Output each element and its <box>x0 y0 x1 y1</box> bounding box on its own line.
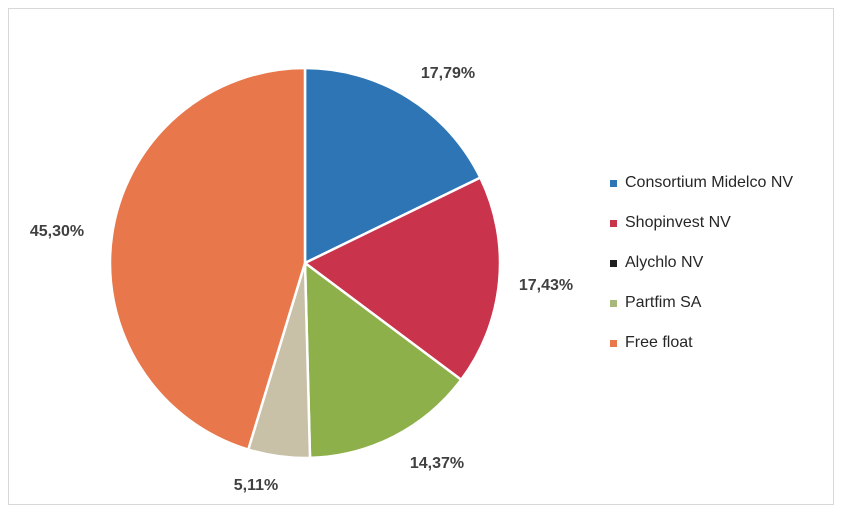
pie-slice-consortium-midelco-nv <box>303 66 483 265</box>
legend-item-shopinvest: Shopinvest NV <box>610 208 793 238</box>
slice-label-alychlo: 14,37% <box>410 455 464 472</box>
pie-slice-alychlo-nv <box>303 260 463 460</box>
slice-label-partfim: 5,11% <box>234 477 278 494</box>
legend-item-consortium-midelco: Consortium Midelco NV <box>610 168 793 198</box>
legend-label: Free float <box>625 334 693 351</box>
legend-label: Consortium Midelco NV <box>625 174 794 191</box>
pie-labels: 17,79% 17,43% 14,37% 5,11% 45,30% <box>30 65 573 494</box>
legend-swatch <box>610 219 617 227</box>
slice-label-consortium-midelco: 17,79% <box>421 65 475 82</box>
legend-label: Alychlo NV <box>625 254 704 271</box>
legend-swatch <box>610 339 617 347</box>
legend-swatch <box>610 179 617 187</box>
legend-label: Partfim SA <box>625 294 702 311</box>
pie-slice-free-float <box>108 66 307 452</box>
legend-swatch <box>610 259 617 267</box>
legend-item-partfim: Partfim SA <box>610 288 793 318</box>
legend-swatch <box>610 299 617 307</box>
pie-slice-shopinvest-nv <box>302 175 502 382</box>
slice-label-shopinvest: 17,43% <box>519 277 573 294</box>
legend-item-alychlo: Alychlo NV <box>610 248 793 278</box>
slice-label-free-float: 45,30% <box>30 223 84 240</box>
legend-item-free-float: Free float <box>610 328 793 358</box>
legend: Consortium Midelco NV Shopinvest NV Alyc… <box>610 168 793 368</box>
legend-label: Shopinvest NV <box>625 214 731 231</box>
pie-slices <box>108 66 502 460</box>
